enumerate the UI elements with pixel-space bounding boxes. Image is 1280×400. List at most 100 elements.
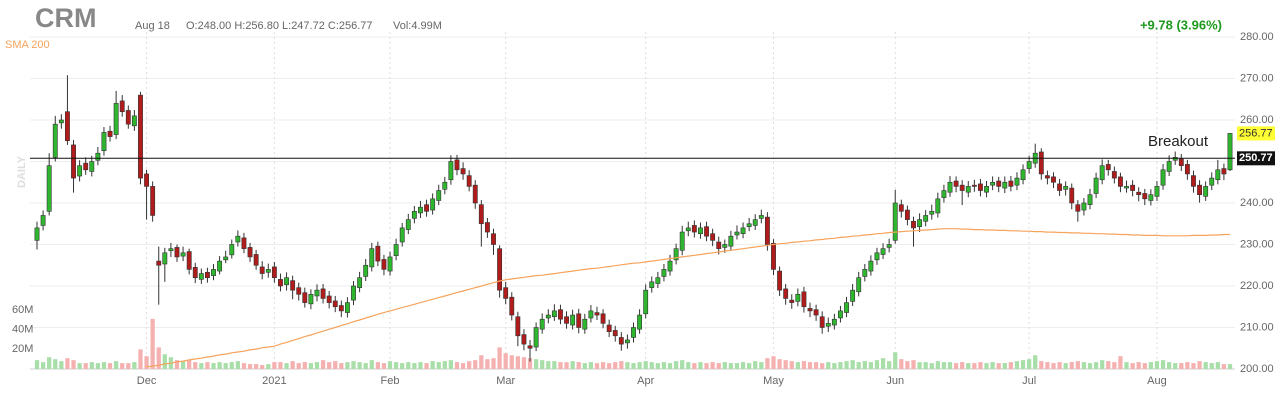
candle-body [259,266,265,274]
candle-body [582,318,588,330]
candle-body [624,339,630,344]
volume-bar [844,361,849,369]
sma-line [146,228,1230,368]
candle-body [917,219,923,227]
candle-body [935,198,941,214]
candle-body [138,94,143,179]
candle-body [58,119,64,124]
volume-bar [132,362,137,369]
candle-body [1209,177,1215,186]
candle-body [1124,186,1129,189]
candle-body [710,233,716,241]
volume-bar [1148,362,1154,369]
candle-body [52,123,58,158]
volume-bar [272,362,277,369]
candle-body [1178,158,1184,166]
volume-bar [838,362,843,369]
volume-bar [850,360,855,369]
volume-bar [89,362,94,369]
volume-bar [454,362,460,369]
candle-body [1191,175,1196,187]
candle-body [898,204,904,212]
volume-bar [34,360,40,369]
candle-body [95,152,101,161]
candle-body [436,190,442,201]
candle-body [911,220,916,229]
candle-body [314,289,320,297]
volume-bar [899,359,904,369]
candle-body [1002,181,1008,189]
volume-bar [753,361,758,369]
volume-bar [40,362,46,369]
candle-body [1118,176,1123,187]
volume-bar [509,355,514,369]
volume-bar [740,362,746,369]
volume-bar [972,363,977,369]
candle-body [953,180,959,187]
volume-bar [801,361,807,369]
ohlc: O:248.00 H:256.80 L:247.72 C:256.77 [186,20,373,32]
candle-body [101,132,107,152]
sma-legend: SMA 200 [5,39,50,51]
volume-bar [229,362,234,369]
volume-bar [552,361,557,369]
candle-body [558,309,563,320]
volume-bar [1154,361,1160,369]
candle-body [235,235,241,243]
candle-body [1111,171,1117,179]
volume-bar [296,363,301,369]
volume-bar [923,362,928,369]
candle-body [698,227,703,235]
volume-bar [1057,362,1062,369]
volume-bar [941,362,947,369]
candle-body [1014,177,1020,186]
volume-bar [235,361,240,369]
volume-bar [247,364,253,369]
volume-bar [113,361,119,369]
volume-bar [771,356,776,369]
volume-bar [649,362,654,369]
candle-body [545,314,551,319]
candle-body [351,285,356,301]
candle-body [801,291,807,308]
candle-body [1166,161,1172,172]
volume-bar [874,360,880,369]
candle-body [819,316,825,328]
candle-body [442,181,448,190]
volume-bar [320,360,326,369]
candle-body [564,316,569,324]
candle-body [1099,165,1105,181]
volume-bar [600,362,606,369]
volume-bar [199,363,204,369]
candle-body [150,186,156,216]
candle-body [381,259,387,270]
period-label: DAILY [16,155,28,188]
volume-bar [95,363,100,369]
volume-bar [430,361,435,369]
y-tick-label: 210.00 [1240,321,1274,333]
candle-body [740,227,746,235]
volume-bar [327,362,332,369]
candle-body [1197,184,1202,195]
level-label: 250.77 [1239,152,1273,164]
x-tick-label: Jun [886,375,904,387]
volume-bar [1167,362,1172,369]
volume-bar [984,363,989,369]
volume-bar [412,363,417,369]
volume-bar [673,361,679,369]
candle-body [947,181,953,193]
volume-bar [868,362,874,369]
volume-bar [211,363,216,369]
candle-body [521,334,527,345]
y-tick-label: 200.00 [1240,363,1274,375]
volume-bar [680,360,685,369]
candle-body [661,269,667,277]
volume-bar [467,361,472,369]
candle-body [119,100,125,113]
candle-body [192,267,198,279]
volume-bar [442,361,447,369]
candle-body [722,244,728,248]
volume-bar [777,359,782,369]
y-tick-label: 260.00 [1240,114,1274,126]
volume-bar [497,347,502,369]
